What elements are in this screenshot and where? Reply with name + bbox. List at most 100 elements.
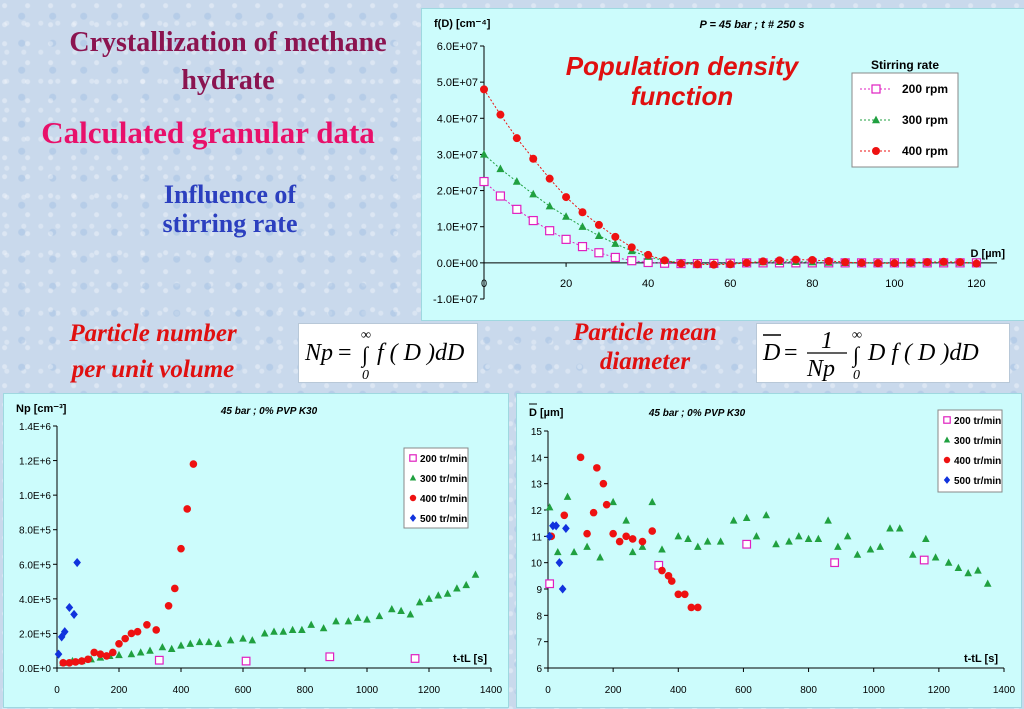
- np-formula: Np = ∞ ∫ 0 f ( D )dD: [298, 323, 478, 383]
- data-point: [109, 648, 117, 657]
- x-tick-label: 60: [724, 278, 736, 290]
- data-point: [594, 220, 603, 229]
- data-point: [583, 529, 591, 538]
- data-point: [54, 649, 63, 659]
- chart-title: 45 bar ; 0% PVP K30: [220, 406, 318, 417]
- data-point: [726, 260, 735, 269]
- data-point: [325, 652, 335, 662]
- data-point: [843, 532, 852, 540]
- y-tick-label: 1.0E+6: [19, 491, 51, 502]
- x-axis-label: t-tL [s]: [453, 653, 487, 665]
- data-point: [562, 212, 571, 220]
- population-density-chart: -1.0E+07 0.0E+00 1.0E+07 2.0E+07 3.0E+07 4.0E…: [433, 18, 1006, 306]
- data-point: [615, 537, 624, 546]
- data-point: [742, 513, 751, 521]
- data-point: [824, 257, 833, 266]
- data-point: [759, 257, 768, 266]
- y-tick-label: 2.0E+07: [437, 186, 478, 198]
- data-point: [563, 492, 572, 500]
- data-point: [703, 537, 712, 545]
- dmean-formula-body: D f ( D )dD: [867, 340, 979, 366]
- data-point: [785, 537, 793, 545]
- x-tick-label: 400: [670, 685, 687, 696]
- data-point: [939, 257, 948, 266]
- data-point: [602, 500, 611, 509]
- slide-title-line2: hydrate: [181, 65, 275, 96]
- data-point: [545, 531, 554, 541]
- dmean-formula-upper: ∞: [852, 328, 862, 343]
- series-300-rpm: [480, 150, 981, 268]
- data-point: [609, 529, 617, 538]
- data-point: [388, 605, 396, 613]
- slide-title-line1: Crystallization of methane: [69, 27, 387, 58]
- data-point: [638, 537, 647, 546]
- data-point: [434, 591, 443, 599]
- y-tick-label: 14: [531, 453, 543, 464]
- data-point: [964, 569, 972, 577]
- data-point: [189, 460, 198, 468]
- data-point: [127, 649, 136, 658]
- data-point: [853, 550, 862, 558]
- x-tick-label: 800: [297, 685, 314, 696]
- legend-label: 500 tr/min: [420, 514, 467, 525]
- series-500-tr-min: [545, 521, 570, 594]
- data-point: [876, 542, 885, 550]
- data-point: [195, 637, 204, 646]
- data-point: [676, 259, 685, 268]
- data-point: [583, 542, 591, 550]
- data-point: [78, 657, 86, 665]
- data-point: [841, 258, 850, 267]
- series-400-tr-min: [547, 453, 702, 612]
- np-label-line1: Particle number: [69, 320, 237, 347]
- dmean-formula-equals: =: [784, 340, 798, 366]
- data-point: [890, 259, 899, 268]
- data-point: [60, 627, 69, 637]
- data-point: [895, 524, 904, 532]
- series-200-tr-min: [545, 539, 929, 589]
- data-point: [545, 503, 554, 511]
- data-point: [363, 615, 371, 623]
- y-tick-label: 6.0E+5: [19, 560, 51, 571]
- series-200-tr-min: [154, 652, 420, 666]
- data-point: [545, 226, 555, 236]
- data-point: [288, 625, 297, 634]
- data-point: [65, 659, 74, 667]
- data-point: [443, 589, 452, 597]
- y-tick-label: 1.4E+6: [19, 422, 51, 433]
- legend-label: 200 tr/min: [954, 416, 1001, 427]
- y-tick-label: 0.0E+00: [437, 258, 478, 270]
- series-200-rpm: [479, 176, 982, 269]
- dmean-formula-svg: D = 1 Np ∞ ∫ 0 D f ( D )dD: [762, 328, 979, 383]
- y-tick-label: 1.0E+07: [437, 222, 478, 234]
- data-point: [552, 521, 560, 531]
- data-point: [627, 243, 636, 252]
- data-point: [660, 256, 669, 265]
- chart-title: 45 bar ; 0% PVP K30: [648, 408, 746, 419]
- data-point: [319, 624, 328, 632]
- data-point: [545, 174, 554, 183]
- data-point: [922, 534, 930, 543]
- data-point: [578, 208, 587, 217]
- data-point: [648, 527, 657, 535]
- dmean-chart: 6 7 8 9 10 11 12 13 14 15 0 200 400 600 800 1000 1200 140…: [529, 403, 1016, 696]
- data-point: [146, 646, 154, 654]
- data-point: [593, 464, 601, 472]
- y-tick-label: 4.0E+5: [19, 595, 51, 606]
- x-axis-label: D [µm]: [971, 248, 1006, 260]
- np-formula-body: f ( D )dD: [377, 340, 464, 366]
- data-point: [154, 655, 164, 665]
- population-density-panel: -1.0E+07 0.0E+00 1.0E+07 2.0E+07 3.0E+07 4.0E…: [421, 8, 1024, 321]
- data-point: [480, 150, 488, 158]
- chart-annotation-line1: Population density: [566, 51, 800, 81]
- data-point: [171, 584, 179, 593]
- data-point: [177, 641, 185, 649]
- data-point: [638, 542, 647, 550]
- x-tick-label: 0: [481, 278, 487, 290]
- influence-line2: stirring rate: [162, 209, 298, 238]
- data-point: [136, 648, 145, 656]
- dmean-formula-num: 1: [821, 328, 833, 354]
- data-point: [956, 258, 965, 267]
- data-point: [406, 610, 415, 618]
- x-tick-label: 200: [111, 685, 128, 696]
- x-tick-label: 80: [806, 278, 818, 290]
